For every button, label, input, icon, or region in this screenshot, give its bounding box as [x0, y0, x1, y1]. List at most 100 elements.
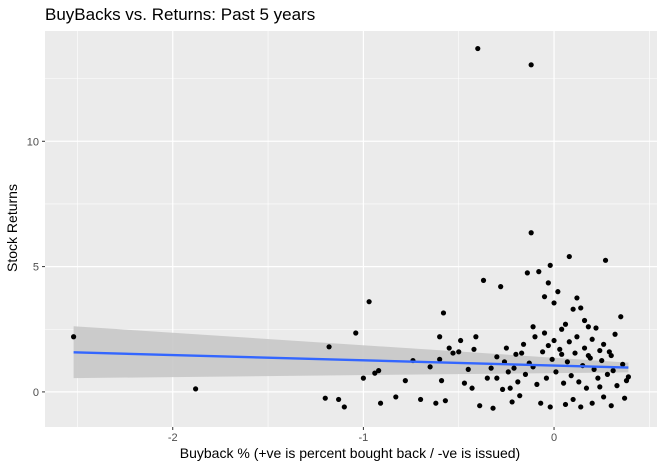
data-point: [621, 395, 628, 401]
y-axis-title: Stock Returns: [4, 184, 20, 272]
data-point: [528, 230, 534, 236]
data-point: [494, 375, 500, 381]
data-point: [322, 395, 328, 401]
data-point: [545, 342, 551, 349]
data-point: [543, 375, 550, 381]
data-point: [620, 361, 626, 367]
data-point: [597, 347, 603, 354]
data-point: [341, 404, 347, 410]
data-point: [608, 352, 614, 359]
data-point: [353, 330, 359, 336]
data-point: [477, 403, 483, 409]
data-point: [475, 45, 481, 52]
data-point: [610, 368, 616, 374]
data-point: [581, 317, 588, 324]
data-point: [446, 345, 452, 351]
data-point: [625, 374, 632, 380]
data-point: [536, 269, 542, 275]
data-point: [509, 399, 515, 405]
data-point: [574, 295, 580, 301]
data-point: [559, 351, 565, 357]
data-point: [614, 383, 620, 389]
fit-line: [73, 351, 629, 369]
data-point: [438, 378, 445, 384]
data-point: [376, 368, 382, 374]
x-axis-title: Buyback % (+ve is percent bought back / …: [180, 445, 520, 461]
data-point: [541, 330, 548, 336]
data-point: [587, 355, 593, 361]
x-tick-label: -2: [168, 432, 178, 444]
data-point: [589, 336, 595, 342]
data-point: [465, 366, 471, 372]
data-point: [597, 384, 603, 390]
data-point: [547, 404, 553, 410]
data-point: [566, 339, 572, 345]
data-point: [513, 351, 519, 357]
data-point: [559, 326, 565, 332]
y-tick-label: 10: [27, 136, 39, 148]
data-point: [551, 300, 557, 306]
data-point: [595, 375, 601, 381]
y-axis-ticks: 0 5 10: [27, 136, 45, 399]
data-point: [602, 257, 609, 263]
confidence-band: [73, 326, 629, 379]
x-tick-label: -1: [359, 432, 369, 444]
data-point: [433, 400, 439, 406]
data-point: [524, 270, 530, 276]
confidence-band-layer: [73, 326, 629, 379]
data-point: [578, 305, 584, 311]
data-point: [551, 337, 557, 344]
data-point: [393, 394, 399, 400]
y-tick-label: 0: [33, 387, 39, 399]
data-point: [517, 393, 523, 399]
data-point: [520, 341, 527, 347]
data-point: [505, 369, 511, 375]
data-point: [593, 325, 599, 331]
data-point: [608, 403, 614, 409]
data-point: [503, 345, 509, 351]
data-point: [488, 365, 494, 371]
data-point: [555, 289, 561, 295]
data-point: [538, 400, 544, 406]
data-point: [193, 386, 199, 392]
data-point: [360, 375, 366, 381]
data-point: [469, 385, 475, 391]
data-point: [458, 337, 464, 344]
minor-gridlines: [45, 31, 657, 427]
data-point: [553, 369, 559, 375]
chart-title: BuyBacks vs. Returns: Past 5 years: [45, 5, 315, 24]
data-point: [568, 373, 574, 379]
data-point: [473, 334, 479, 340]
data-point: [557, 346, 563, 352]
data-point: [366, 299, 372, 305]
data-point: [618, 314, 624, 320]
data-point: [534, 381, 540, 387]
data-point: [480, 277, 487, 283]
data-point: [440, 310, 447, 316]
data-point: [549, 356, 555, 362]
data-point: [601, 394, 607, 400]
data-point: [566, 253, 572, 260]
data-point: [581, 345, 588, 351]
data-point: [437, 356, 443, 362]
y-tick-label: 5: [33, 262, 39, 274]
data-point: [560, 380, 567, 386]
data-point: [70, 334, 77, 340]
data-point: [541, 294, 548, 300]
data-point: [456, 349, 462, 355]
data-point: [576, 379, 582, 385]
data-point: [372, 370, 378, 376]
data-point: [578, 404, 584, 410]
data-point: [511, 365, 517, 371]
data-point: [515, 379, 521, 385]
data-point: [591, 366, 597, 372]
data-point: [570, 306, 576, 312]
data-point: [461, 380, 468, 386]
data-point: [437, 334, 443, 340]
data-point: [336, 396, 342, 403]
data-point: [326, 344, 332, 350]
data-point: [484, 375, 490, 381]
data-point: [499, 386, 506, 393]
data-point: [601, 341, 607, 347]
